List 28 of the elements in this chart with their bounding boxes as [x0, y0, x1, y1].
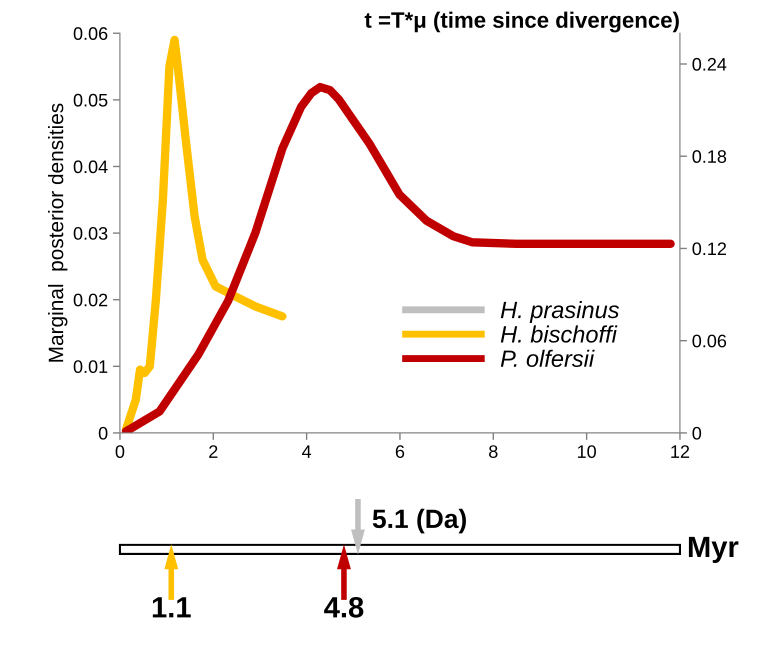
y-tick-label: 0.03	[74, 227, 108, 240]
x-tick-label: 12	[671, 445, 690, 458]
y-tick-label: 0.05	[74, 94, 108, 107]
y-tick-label: 0.01	[74, 360, 108, 374]
x-tick-label: 0	[116, 445, 124, 458]
x-tick-label: 6	[396, 445, 404, 458]
y2-tick-label: 0.06	[692, 334, 726, 348]
y-tick-label: 0	[98, 426, 108, 440]
x-tick-label: 10	[578, 445, 596, 458]
x-tick-label: 2	[209, 445, 218, 458]
y-tick-label: 0.02	[74, 294, 108, 306]
x-tick-label: 4	[302, 445, 312, 458]
legend-label: P. olfersii	[500, 350, 595, 368]
text: 1.1	[152, 597, 191, 618]
legend-label: H. prasinus	[500, 300, 620, 323]
x-tick-label: 8	[489, 445, 498, 458]
y-tick-label: 0.04	[74, 160, 108, 174]
y2-tick-label: 0.12	[692, 242, 726, 256]
y2-tick-label: 0	[692, 426, 702, 440]
y2-tick-label: 0.18	[692, 150, 726, 163]
legend-label: H. bischoffi	[500, 325, 618, 343]
text: Myr	[688, 536, 738, 563]
y-axis-title: Marginal posterior densities	[48, 104, 68, 362]
text: 4.8	[324, 596, 364, 618]
y2-tick-label: 0.24	[692, 58, 726, 71]
y-tick-label: 0.06	[74, 27, 108, 40]
chart-title: t =T*μ (time since divergence)	[364, 12, 679, 32]
text: 5.1 (Da)	[372, 508, 466, 534]
